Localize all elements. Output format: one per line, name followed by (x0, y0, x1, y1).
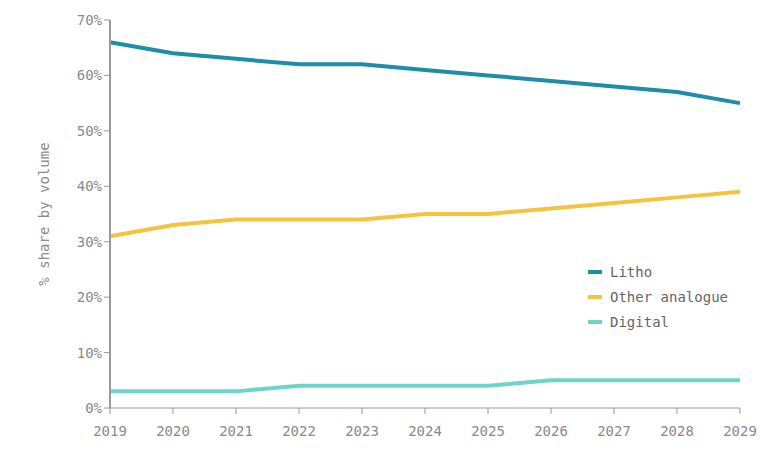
svg-text:2019: 2019 (93, 423, 127, 439)
svg-text:2026: 2026 (534, 423, 568, 439)
svg-text:2024: 2024 (408, 423, 442, 439)
svg-text:2028: 2028 (660, 423, 694, 439)
svg-text:2029: 2029 (723, 423, 757, 439)
svg-text:20%: 20% (77, 289, 103, 305)
svg-text:2023: 2023 (345, 423, 379, 439)
svg-text:40%: 40% (77, 178, 103, 194)
svg-text:% share by volume: % share by volume (36, 142, 52, 285)
html-text:Other analogue: Other analogue (610, 289, 728, 305)
html-text:Digital: Digital (610, 314, 669, 330)
svg-text:50%: 50% (77, 123, 103, 139)
svg-text:2027: 2027 (597, 423, 631, 439)
svg-text:30%: 30% (77, 234, 103, 250)
svg-text:2020: 2020 (156, 423, 190, 439)
svg-text:2021: 2021 (219, 423, 253, 439)
svg-text:2025: 2025 (471, 423, 505, 439)
svg-text:0%: 0% (85, 400, 102, 416)
html-text:Litho: Litho (610, 264, 653, 280)
svg-text:10%: 10% (77, 345, 103, 361)
svg-text:2022: 2022 (282, 423, 316, 439)
svg-text:70%: 70% (77, 12, 103, 28)
svg-text:60%: 60% (77, 67, 103, 83)
